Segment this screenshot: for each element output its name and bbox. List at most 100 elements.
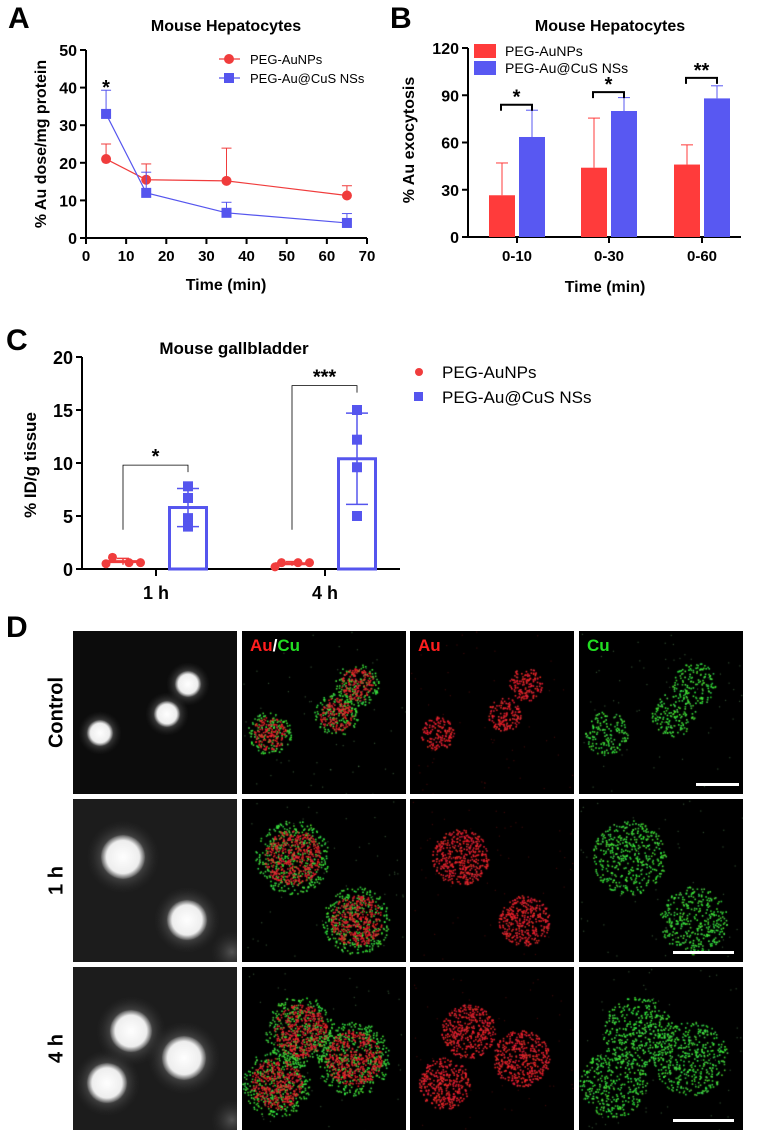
group-peg-au-cus-nss <box>337 405 377 571</box>
y-tick-label: 0 <box>450 230 459 247</box>
micrograph-au-control: Au <box>410 631 574 794</box>
y-tick-label: 10 <box>59 193 77 210</box>
data-point <box>101 154 112 165</box>
data-point <box>277 558 286 568</box>
x-tick-label: 0-60 <box>687 248 717 265</box>
data-point <box>136 558 145 568</box>
x-tick-label: 0 <box>82 248 90 265</box>
significance-bracket: *** <box>291 367 358 530</box>
y-tick-label: 5 <box>63 507 73 527</box>
y-tick-label: 20 <box>59 156 77 173</box>
x-tick-label: 20 <box>158 248 175 265</box>
y-tick-label: 20 <box>53 348 73 368</box>
legend-label: PEG-AuNPs <box>442 363 536 382</box>
significance-bracket: ** <box>685 60 718 84</box>
data-point <box>101 559 111 569</box>
micrograph-cu-4h <box>579 967 743 1130</box>
micrograph-darkfield-1h <box>73 799 237 962</box>
significance-bracket: * <box>122 446 189 530</box>
significance-marker: * <box>605 74 613 96</box>
chart-a-line-chart: Mouse Hepatocytes 0 10 20 30 40 50 0 10 20 30 40 50 6… <box>33 18 375 294</box>
bar <box>489 195 515 237</box>
data-point <box>183 513 193 524</box>
bar <box>581 167 607 237</box>
legend: PEG-AuNPs PEG-Au@CuS NSs <box>414 363 592 407</box>
bar <box>611 111 637 237</box>
significance-marker: ** <box>694 60 710 82</box>
row-label-control: Control <box>45 676 68 748</box>
significance-marker: * <box>102 77 110 99</box>
y-tick-label: 50 <box>59 43 77 60</box>
x-tick-label: 4 h <box>312 583 338 603</box>
data-point <box>183 521 193 532</box>
panel-label-d: D <box>6 611 28 644</box>
y-tick-label: 60 <box>441 136 459 153</box>
channel-label-au: Au <box>418 636 441 656</box>
series-peg-aunps <box>101 143 352 201</box>
x-tick-label: 40 <box>238 248 255 265</box>
data-point <box>221 175 232 186</box>
micrograph-merge-4h <box>242 967 406 1130</box>
x-axis-label: Time (min) <box>565 279 646 296</box>
bar <box>519 136 545 237</box>
channel-label-part: Au <box>250 636 273 655</box>
group-peg-aunps <box>101 552 145 569</box>
micrograph-darkfield-4h <box>73 967 237 1130</box>
data-point <box>341 190 352 201</box>
micrograph-au-4h <box>410 967 574 1130</box>
x-tick-label: 10 <box>118 248 135 265</box>
data-point <box>270 562 280 572</box>
chart-b-bar-chart: Mouse Hepatocytes 0 30 60 90 120 0-10 * 0-30 * 0-6… <box>401 18 741 296</box>
legend-label: PEG-AuNPs <box>250 52 323 67</box>
significance-bracket: * <box>500 87 533 111</box>
panel-label-b: B <box>390 2 412 35</box>
chart-title: Mouse Hepatocytes <box>151 18 301 35</box>
row-label-4h: 4 h <box>45 1033 68 1063</box>
data-point <box>352 405 362 415</box>
data-point <box>124 558 134 568</box>
data-point <box>293 558 303 568</box>
panel-label-a: A <box>8 2 30 35</box>
micrograph-merge-1h <box>242 799 406 962</box>
channel-label-cu: Cu <box>587 636 610 656</box>
data-point <box>352 462 362 473</box>
significance-marker: * <box>513 87 521 109</box>
chart-c-scatter-bar-chart: Mouse gallbladder 0 5 10 15 20 % ID/g tissue 1 … <box>21 339 592 603</box>
x-tick-label: 60 <box>319 248 336 265</box>
legend-label: PEG-AuNPs <box>505 43 583 59</box>
data-point <box>183 492 193 503</box>
scale-bar <box>673 1119 734 1122</box>
scale-bar <box>673 951 734 954</box>
y-tick-label: 0 <box>68 231 77 248</box>
y-tick-label: 120 <box>432 41 459 58</box>
data-point <box>352 434 362 445</box>
y-axis-label: % ID/g tissue <box>21 412 40 518</box>
legend: PEG-AuNPs PEG-Au@CuS NSs <box>219 52 365 86</box>
y-axis-label: % Au exocytosis <box>401 77 418 204</box>
chart-title: Mouse Hepatocytes <box>535 18 685 35</box>
panel-label-c: C <box>6 324 28 357</box>
row-label-1h: 1 h <box>45 865 68 895</box>
channel-label-part: Au <box>418 636 441 655</box>
data-point <box>341 217 352 228</box>
significance-marker: *** <box>313 367 337 389</box>
group-peg-au-cus-nss <box>168 481 208 571</box>
significance-marker: * <box>152 446 160 468</box>
data-point <box>305 558 314 568</box>
x-tick-label: 50 <box>278 248 295 265</box>
y-tick-label: 10 <box>53 454 73 474</box>
data-point <box>108 552 117 562</box>
y-tick-label: 90 <box>441 88 459 105</box>
channel-label-merge: Au/Cu <box>250 636 300 656</box>
micrograph-au-1h <box>410 799 574 962</box>
significance-bracket: * <box>592 74 625 99</box>
channel-label-part: Cu <box>587 636 610 655</box>
bar <box>704 98 730 238</box>
bar <box>674 164 700 237</box>
y-tick-label: 0 <box>63 560 73 580</box>
y-tick-label: 15 <box>53 401 73 421</box>
scale-bar <box>696 783 739 786</box>
micrograph-cu-1h <box>579 799 743 962</box>
micrograph-cu-control: Cu <box>579 631 743 794</box>
